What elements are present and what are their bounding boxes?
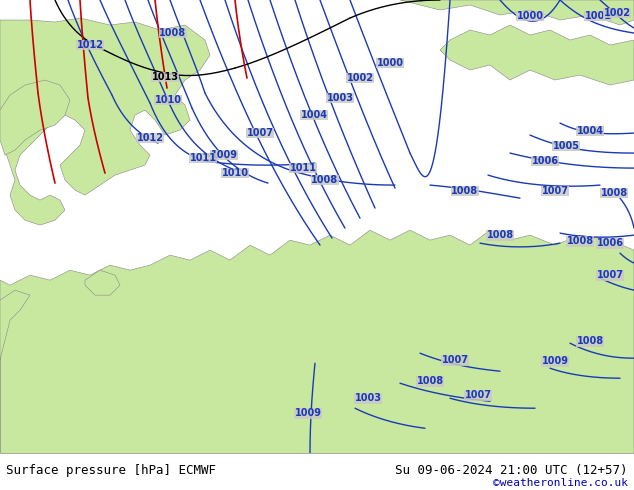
Text: ©weatheronline.co.uk: ©weatheronline.co.uk [493,478,628,488]
Text: 1002: 1002 [347,73,373,83]
Text: 1007: 1007 [441,355,469,365]
Text: 1012: 1012 [77,40,103,50]
Text: 1011: 1011 [290,163,316,173]
Polygon shape [0,230,634,453]
Text: 1001: 1001 [585,11,612,21]
Text: 1012: 1012 [136,133,164,143]
Text: 1006: 1006 [597,238,623,248]
Text: 1011: 1011 [190,153,216,163]
Text: 1008: 1008 [566,236,593,246]
Text: 1007: 1007 [247,128,273,138]
Text: 1005: 1005 [552,141,579,151]
Text: 1008: 1008 [159,28,186,38]
Text: 1008: 1008 [451,186,479,196]
Text: 1004: 1004 [576,126,604,136]
Polygon shape [85,270,120,295]
Polygon shape [440,25,634,85]
Polygon shape [400,0,634,25]
Text: 1003: 1003 [354,393,382,403]
Text: 1007: 1007 [597,270,623,280]
Text: Surface pressure [hPa] ECMWF: Surface pressure [hPa] ECMWF [6,464,216,477]
Text: 1006: 1006 [531,156,559,166]
Text: Su 09-06-2024 21:00 UTC (12+57): Su 09-06-2024 21:00 UTC (12+57) [395,464,628,477]
Text: 1003: 1003 [327,93,354,103]
Text: 1010: 1010 [221,168,249,178]
Text: 1009: 1009 [541,356,569,366]
Text: 1004: 1004 [301,110,328,120]
Text: 1002: 1002 [604,8,630,18]
Text: 1009: 1009 [210,150,238,160]
Text: 1007: 1007 [465,390,491,400]
Polygon shape [0,290,30,453]
Text: 1008: 1008 [576,336,604,346]
Text: 1013: 1013 [152,72,179,82]
Text: 1008: 1008 [600,188,628,198]
Text: 1008: 1008 [311,175,339,185]
Polygon shape [0,18,210,225]
Text: 1009: 1009 [295,408,321,418]
Text: 1008: 1008 [417,376,444,386]
Text: 1010: 1010 [155,95,181,105]
Text: 1000: 1000 [377,58,403,68]
Text: 1008: 1008 [486,230,514,240]
Polygon shape [0,80,70,155]
Text: 1000: 1000 [517,11,543,21]
Text: 1007: 1007 [541,186,569,196]
